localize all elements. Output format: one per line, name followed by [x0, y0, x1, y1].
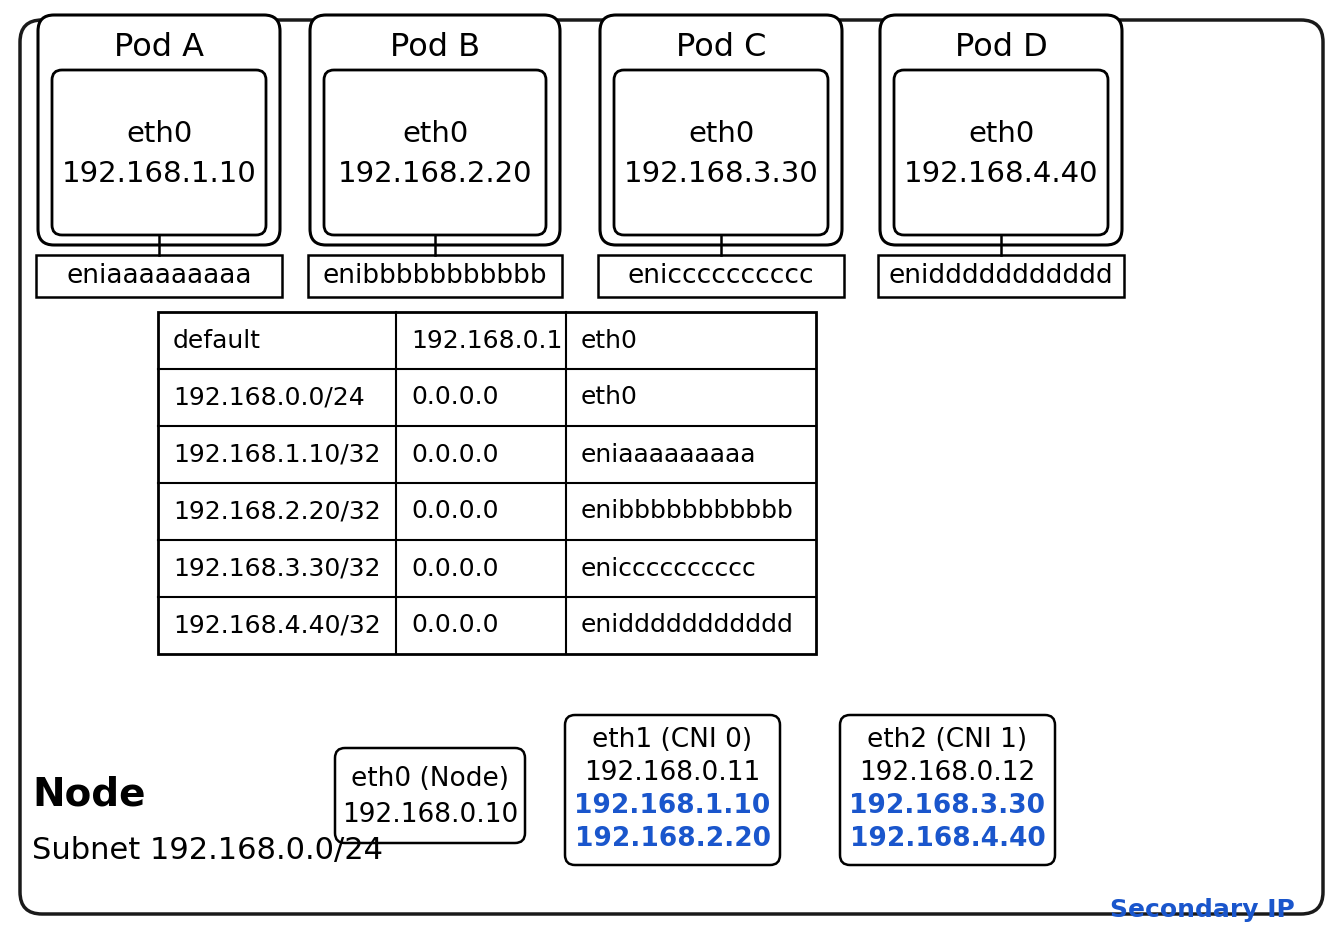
Text: 192.168.2.20: 192.168.2.20: [575, 826, 771, 852]
Text: eth0: eth0: [402, 120, 469, 149]
Text: enibbbbbbbbbbb: enibbbbbbbbbbb: [582, 500, 794, 523]
Text: eth0: eth0: [126, 120, 192, 149]
FancyBboxPatch shape: [614, 70, 829, 235]
Text: 192.168.1.10/32: 192.168.1.10/32: [173, 443, 380, 466]
FancyBboxPatch shape: [334, 748, 525, 843]
Text: enicccccccccc: enicccccccccc: [627, 263, 814, 289]
Bar: [36, 255, 282, 297]
FancyBboxPatch shape: [894, 70, 1108, 235]
Text: 0.0.0.0: 0.0.0.0: [411, 614, 498, 638]
Text: eth1 (CNI 0): eth1 (CNI 0): [592, 727, 752, 753]
Text: 0.0.0.0: 0.0.0.0: [411, 443, 498, 466]
FancyBboxPatch shape: [565, 715, 780, 865]
Text: Pod B: Pod B: [389, 32, 479, 63]
FancyBboxPatch shape: [880, 15, 1121, 245]
Text: 0.0.0.0: 0.0.0.0: [411, 500, 498, 523]
Text: eth0: eth0: [688, 120, 755, 149]
Text: eth0: eth0: [582, 329, 638, 352]
Text: eniddddddddddd: eniddddddddddd: [582, 614, 794, 638]
FancyBboxPatch shape: [839, 715, 1056, 865]
Text: 192.168.0.12: 192.168.0.12: [860, 760, 1035, 786]
Text: 192.168.3.30: 192.168.3.30: [623, 161, 818, 189]
Text: default: default: [173, 329, 261, 352]
FancyBboxPatch shape: [310, 15, 560, 245]
Text: enibbbbbbbbbbb: enibbbbbbbbbbb: [322, 263, 548, 289]
Text: eniaaaaaaaaa: eniaaaaaaaaa: [66, 263, 251, 289]
Text: eth0 (Node): eth0 (Node): [351, 767, 509, 793]
Bar: [878, 255, 1124, 297]
Text: eniaaaaaaaaa: eniaaaaaaaaa: [582, 443, 756, 466]
Text: 192.168.4.40/32: 192.168.4.40/32: [173, 614, 381, 638]
Text: Pod D: Pod D: [955, 32, 1048, 63]
Text: 0.0.0.0: 0.0.0.0: [411, 557, 498, 581]
Text: eth2 (CNI 1): eth2 (CNI 1): [868, 727, 1027, 753]
FancyBboxPatch shape: [600, 15, 842, 245]
Text: 192.168.1.10: 192.168.1.10: [62, 161, 257, 189]
Text: 192.168.3.30: 192.168.3.30: [850, 793, 1045, 819]
Bar: [598, 255, 843, 297]
Text: 192.168.1.10: 192.168.1.10: [575, 793, 771, 819]
Text: 192.168.0.1: 192.168.0.1: [411, 329, 563, 352]
FancyBboxPatch shape: [52, 70, 266, 235]
Text: eth0: eth0: [582, 386, 638, 409]
Text: Subnet 192.168.0.0/24: Subnet 192.168.0.0/24: [32, 837, 383, 866]
Text: Pod C: Pod C: [676, 32, 767, 63]
Text: 192.168.4.40: 192.168.4.40: [850, 826, 1045, 852]
FancyBboxPatch shape: [20, 20, 1323, 914]
Text: 192.168.2.20: 192.168.2.20: [337, 161, 532, 189]
FancyBboxPatch shape: [324, 70, 547, 235]
Text: 0.0.0.0: 0.0.0.0: [411, 386, 498, 409]
Text: Secondary IP: Secondary IP: [1111, 898, 1295, 922]
Text: 192.168.4.40: 192.168.4.40: [904, 161, 1099, 189]
Text: Node: Node: [32, 776, 145, 814]
Text: 192.168.3.30/32: 192.168.3.30/32: [173, 557, 380, 581]
Bar: [308, 255, 561, 297]
Text: Pod A: Pod A: [114, 32, 204, 63]
Text: 192.168.0.10: 192.168.0.10: [342, 802, 518, 828]
Text: eth0: eth0: [968, 120, 1034, 149]
Text: 192.168.0.0/24: 192.168.0.0/24: [173, 386, 365, 409]
Text: 192.168.2.20/32: 192.168.2.20/32: [173, 500, 381, 523]
FancyBboxPatch shape: [38, 15, 279, 245]
Text: 192.168.0.11: 192.168.0.11: [584, 760, 760, 786]
Text: eniddddddddddd: eniddddddddddd: [889, 263, 1113, 289]
Text: enicccccccccc: enicccccccccc: [582, 557, 756, 581]
Bar: [158, 312, 817, 654]
